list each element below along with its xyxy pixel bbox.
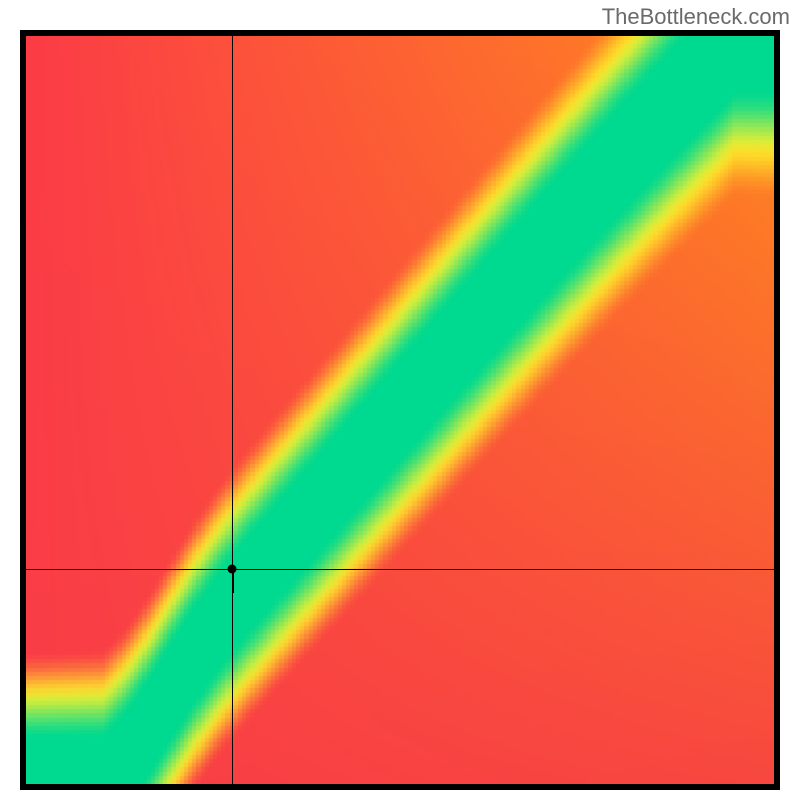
crosshair-horizontal: [26, 569, 774, 570]
chart-container: TheBottleneck.com: [0, 0, 800, 800]
crosshair-vertical: [232, 36, 233, 784]
heatmap-canvas: [26, 36, 774, 784]
crosshair-tick-below: [232, 569, 234, 593]
watermark-text: TheBottleneck.com: [602, 4, 790, 30]
